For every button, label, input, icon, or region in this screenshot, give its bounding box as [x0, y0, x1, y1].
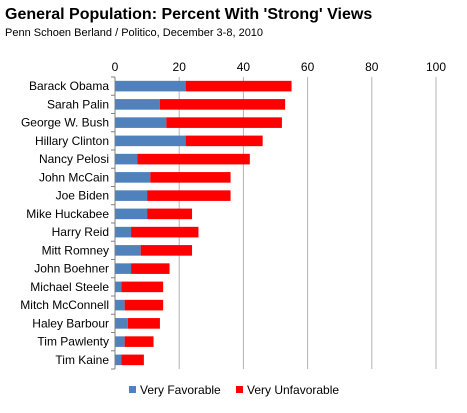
category-label: Mitt Romney — [42, 243, 109, 257]
bar-very-unfavorable — [124, 299, 164, 311]
category-label: Sarah Palin — [47, 97, 109, 111]
bar-very-favorable — [115, 245, 141, 256]
bar-very-favorable — [115, 336, 125, 347]
legend-swatch-very-unfavorable — [236, 386, 243, 393]
bar-very-favorable — [115, 226, 132, 238]
bar-very-favorable — [115, 299, 125, 311]
category-label: Mike Huckabee — [26, 207, 109, 221]
category-label: John Boehner — [34, 262, 109, 276]
bar-very-unfavorable — [137, 153, 250, 165]
bar-very-unfavorable — [131, 263, 170, 274]
axes — [111, 76, 116, 370]
x-axis-ticks: 0 20 40 60 80 100 — [112, 60, 447, 74]
category-label: George W. Bush — [21, 116, 109, 130]
bar-very-favorable — [115, 354, 122, 366]
bar-very-unfavorable — [127, 318, 160, 329]
bar-very-favorable — [115, 208, 148, 220]
bar-very-unfavorable — [166, 117, 282, 128]
category-label: Michael Steele — [30, 280, 109, 294]
bar-very-favorable — [115, 318, 128, 329]
x-tick-label: 60 — [301, 60, 315, 74]
bars — [115, 80, 292, 366]
x-tick-label: 40 — [237, 60, 251, 74]
category-label: Joe Biden — [56, 189, 109, 203]
bar-very-unfavorable — [131, 226, 199, 238]
legend: Very Favorable Very Unfavorable — [129, 383, 339, 397]
bar-very-favorable — [115, 190, 148, 201]
bar-very-favorable — [115, 281, 122, 293]
bar-very-unfavorable — [121, 281, 164, 293]
x-tick-label: 20 — [173, 60, 187, 74]
category-label: Harry Reid — [52, 225, 109, 239]
bar-very-unfavorable — [150, 172, 231, 183]
category-label: Hillary Clinton — [35, 134, 109, 148]
bar-very-favorable — [115, 99, 160, 110]
category-label: Tim Pawlenty — [37, 335, 109, 349]
bar-very-unfavorable — [147, 208, 193, 220]
legend-swatch-very-favorable — [129, 386, 136, 393]
bar-very-favorable — [115, 263, 132, 274]
category-label: Barack Obama — [29, 79, 109, 93]
bar-very-unfavorable — [121, 354, 144, 366]
bar-very-unfavorable — [159, 99, 286, 110]
bar-very-favorable — [115, 117, 167, 128]
legend-label-very-favorable: Very Favorable — [140, 383, 221, 397]
bar-very-unfavorable — [147, 190, 231, 201]
category-label: Haley Barbour — [32, 316, 109, 330]
legend-label-very-unfavorable: Very Unfavorable — [247, 383, 339, 397]
bar-very-unfavorable — [185, 80, 292, 92]
category-label: Tim Kaine — [55, 353, 109, 367]
bar-very-unfavorable — [185, 135, 263, 147]
x-tick-label: 100 — [426, 60, 446, 74]
category-label: Nancy Pelosi — [39, 152, 109, 166]
bar-very-favorable — [115, 153, 138, 165]
chart-subtitle: Penn Schoen Berland / Politico, December… — [5, 27, 264, 39]
category-label: John McCain — [39, 170, 109, 184]
bar-very-favorable — [115, 80, 186, 92]
bar-very-favorable — [115, 135, 186, 147]
bar-very-favorable — [115, 172, 151, 183]
category-labels: Barack Obama Sarah Palin George W. Bush Hil… — [20, 79, 109, 367]
bar-very-unfavorable — [124, 336, 154, 347]
x-tick-label: 0 — [112, 60, 119, 74]
bar-very-unfavorable — [140, 245, 193, 256]
x-tick-label: 80 — [365, 60, 379, 74]
category-label: Mitch McConnell — [20, 298, 109, 312]
chart-title: General Population: Percent With 'Strong… — [5, 6, 373, 23]
